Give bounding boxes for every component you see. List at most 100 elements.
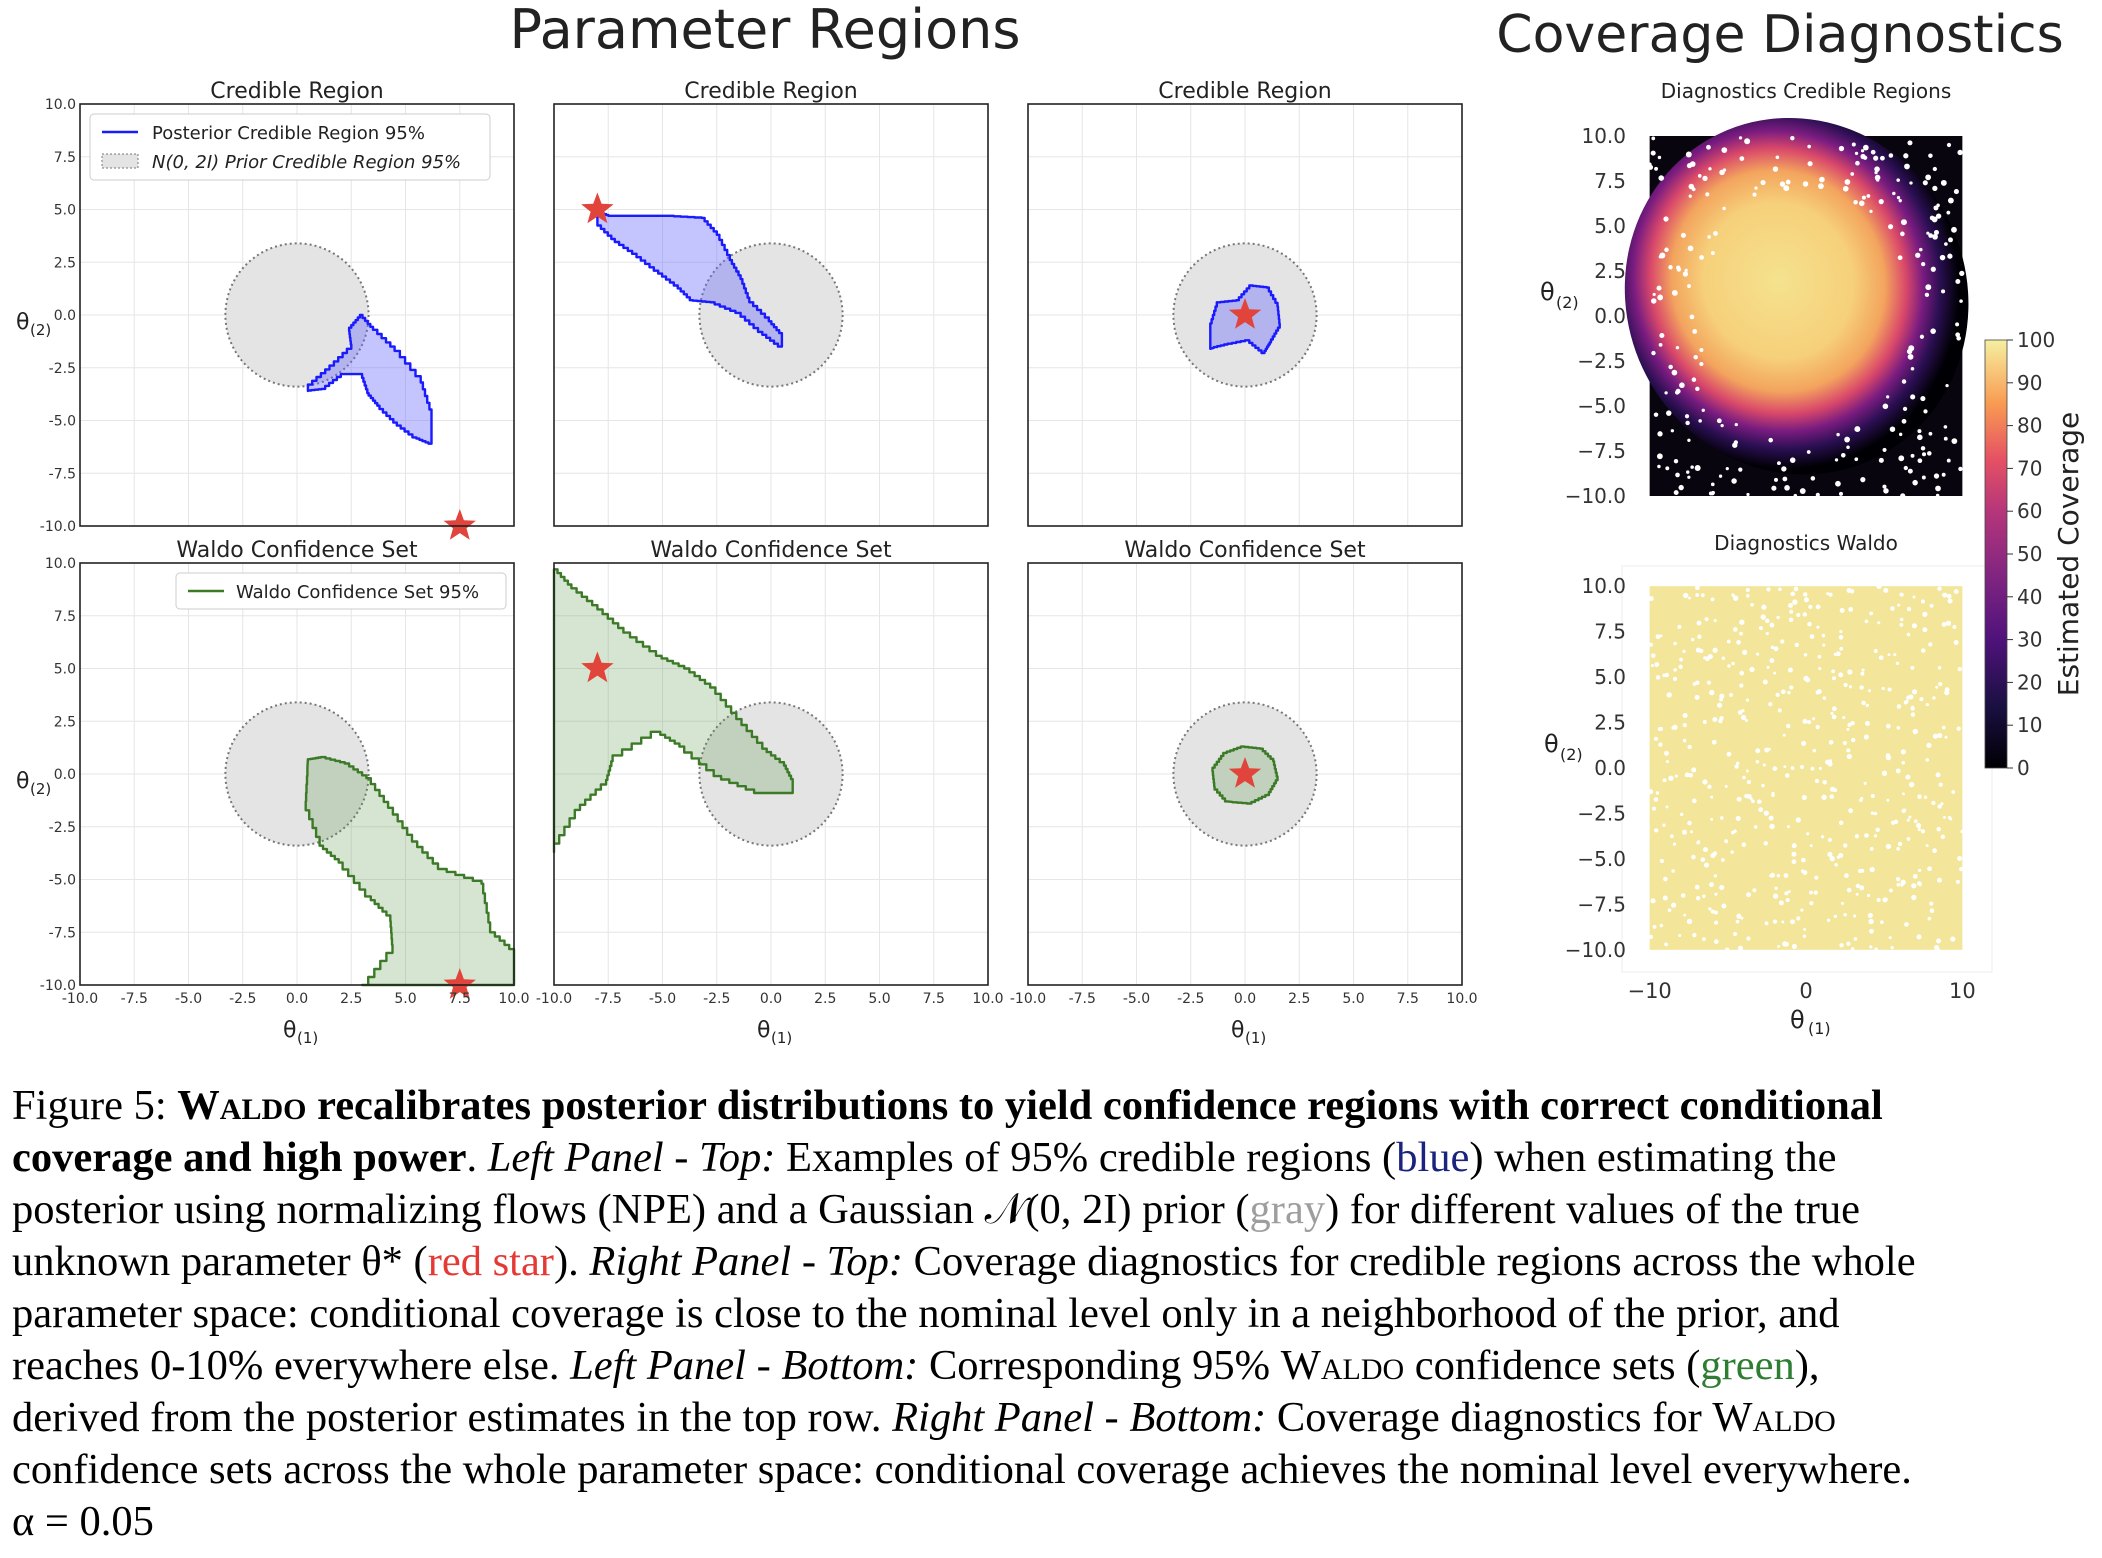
diagnostics-gap xyxy=(1772,919,1778,924)
diagnostics-gap xyxy=(1864,721,1870,727)
diagnostics-gap xyxy=(1853,914,1857,918)
diagnostics-gap xyxy=(1764,921,1769,926)
diagnostics-gap xyxy=(1940,289,1946,294)
caption-text: confidence sets ( xyxy=(1404,1342,1701,1389)
diagnostics-gap xyxy=(1668,364,1673,370)
diagnostics-gap xyxy=(1673,641,1677,646)
y-tick-label: 7.5 xyxy=(54,609,76,625)
diagnostics-gap xyxy=(1791,458,1795,462)
diagnostics-gap xyxy=(1673,490,1679,496)
diagnostics-gap xyxy=(1803,653,1808,657)
diagnostics-gap xyxy=(1655,791,1660,795)
diagnostics-gap xyxy=(1910,367,1915,371)
diagnostics-gap xyxy=(1920,446,1926,451)
diagnostics-gap xyxy=(1913,819,1918,824)
diagnostics-gap xyxy=(1826,592,1830,596)
diagnostics-gap xyxy=(1920,648,1926,653)
diagnostics-gap xyxy=(1944,687,1950,693)
diagnostics-gap xyxy=(1766,587,1771,592)
diagnostics-gap xyxy=(1925,758,1930,762)
x-tick-label: -7.5 xyxy=(121,991,148,1007)
diagnostics-gap xyxy=(1810,476,1816,481)
diagnostics-gap xyxy=(1657,294,1664,301)
diagnostics-gap xyxy=(1908,815,1912,819)
diagnostics-gap xyxy=(1854,151,1859,156)
caption-text: ) for different values of the true xyxy=(1325,1186,1861,1233)
diagnostics-gap xyxy=(1912,595,1916,599)
diagnostics-y-tick: 5.0 xyxy=(1594,665,1626,689)
diagnostics-gap xyxy=(1712,647,1718,653)
diagnostics-gap xyxy=(1911,894,1917,901)
diagnostics-gap xyxy=(1769,823,1775,830)
diagnostics-gap xyxy=(1792,599,1798,605)
diagnostics-gap xyxy=(1716,418,1722,424)
diagnostics-gap xyxy=(1888,153,1894,158)
diagnostics-gap xyxy=(1783,765,1787,769)
diagnostics-gap xyxy=(1812,717,1816,721)
diagnostics-gap xyxy=(1839,943,1844,948)
diagnostics-gap xyxy=(1922,180,1928,186)
colorbar-tick-label: 60 xyxy=(2017,499,2042,523)
diagnostics-y-tick: 2.5 xyxy=(1594,711,1626,735)
diagnostics-gap xyxy=(1693,354,1698,360)
diagnostics-gap xyxy=(1676,265,1681,270)
diagnostics-gap xyxy=(1901,418,1907,424)
x-tick-label: -2.5 xyxy=(1177,991,1204,1007)
diagnostics-gap xyxy=(1927,451,1932,456)
diagnostics-y-tick: −7.5 xyxy=(1577,439,1626,463)
colorbar-tick-label: 90 xyxy=(2017,371,2042,395)
diagnostics-gap xyxy=(1925,844,1929,848)
diagnostics-gap xyxy=(1815,690,1820,695)
diagnostics-gap xyxy=(1761,783,1765,788)
diagnostics-gap xyxy=(1753,825,1758,829)
diagnostics-gap xyxy=(1783,873,1788,878)
diagnostics-gap xyxy=(1734,422,1738,427)
diagnostics-gap xyxy=(1861,195,1866,200)
diagnostics-gap xyxy=(1652,925,1657,929)
caption-line-6: reaches 0-10% everywhere else. Left Pane… xyxy=(12,1340,2092,1392)
diagnostics-gap xyxy=(1822,696,1827,700)
diagnostics-gap xyxy=(1926,742,1932,748)
diagnostics-gap xyxy=(1739,631,1743,636)
diagnostics-gap xyxy=(1904,699,1909,704)
diagnostics-gap xyxy=(1654,166,1659,171)
diagnostics-gap xyxy=(1860,671,1865,676)
diagnostics-gap xyxy=(1648,596,1654,601)
diagnostics-gap xyxy=(1827,851,1833,857)
diagnostics-gap xyxy=(1926,231,1930,235)
colorbar-tick-label: 40 xyxy=(2017,585,2042,609)
diagnostics-gap xyxy=(1701,408,1705,412)
diagnostics-gap xyxy=(1846,941,1851,946)
y-axis-label-sub: (2) xyxy=(30,780,51,798)
y-tick-label: -10.0 xyxy=(40,978,76,994)
diagnostics-gap xyxy=(1687,744,1692,750)
diagnostics-gap xyxy=(1738,136,1743,140)
diagnostics-gap xyxy=(1887,687,1892,692)
diagnostics-gap xyxy=(1874,947,1878,952)
diagnostics-gap xyxy=(1771,485,1777,491)
diagnostics-x-tick: −10 xyxy=(1627,979,1671,1003)
diagnostics-gap xyxy=(1703,862,1710,868)
diagnostics-gap xyxy=(1959,299,1963,303)
diagnostics-gap xyxy=(1957,855,1963,861)
diagnostics-gap xyxy=(1780,639,1785,644)
caption-red: red star xyxy=(427,1238,554,1285)
diagnostics-gap xyxy=(1874,174,1881,181)
diagnostics-gap xyxy=(1906,606,1912,612)
x-tick-label: -10.0 xyxy=(536,991,572,1007)
diagnostics-gap xyxy=(1759,626,1763,631)
diagnostics-gap xyxy=(1935,685,1939,689)
diagnostics-gap xyxy=(1713,618,1717,623)
diagnostics-gap xyxy=(1946,593,1952,599)
legend-swatch-prior xyxy=(101,153,139,169)
diagnostics-y-tick: −7.5 xyxy=(1577,892,1626,916)
diagnostics-gap xyxy=(1868,689,1871,693)
diagnostics-gap xyxy=(1653,412,1659,417)
diagnostics-gap xyxy=(1730,850,1734,854)
diagnostics-gap xyxy=(1722,168,1727,172)
y-tick-label: -2.5 xyxy=(49,361,76,377)
diagnostics-gap xyxy=(1802,592,1808,597)
x-axis-label: θ xyxy=(1231,1018,1244,1043)
diagnostics-gap xyxy=(1906,695,1911,700)
x-tick-label: -2.5 xyxy=(229,991,256,1007)
